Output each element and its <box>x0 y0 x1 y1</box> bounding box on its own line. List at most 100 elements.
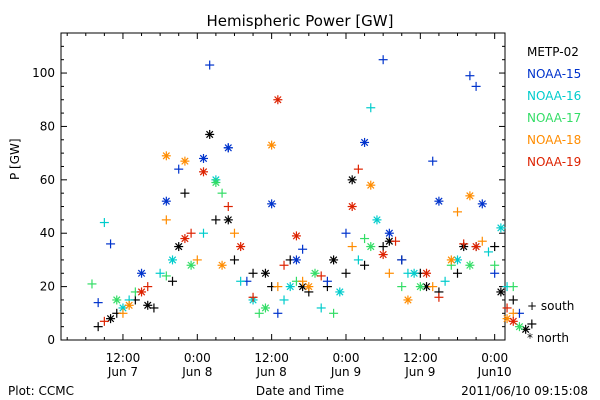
point-noaa-15-north <box>477 199 487 209</box>
point-noaa-15-north <box>360 137 370 147</box>
point-noaa-18-north <box>161 151 171 161</box>
point-noaa-19-north <box>291 231 301 241</box>
point-noaa-19-north <box>180 234 190 244</box>
point-noaa-18-north <box>124 300 134 310</box>
point-noaa-15-south <box>106 239 116 249</box>
point-noaa-18-north <box>366 180 376 190</box>
legend-entry-noaa-19: NOAA-19 <box>527 155 582 169</box>
point-noaa-18-south <box>477 236 487 246</box>
point-noaa-16-south <box>353 255 363 265</box>
point-noaa-19-north <box>273 95 283 105</box>
x-tick-label-time: 12:00 <box>106 351 141 365</box>
point-noaa-19-south <box>391 236 401 246</box>
point-metp-02-south <box>229 255 239 265</box>
point-noaa-18-north <box>465 191 475 201</box>
point-noaa-19-north <box>471 242 481 252</box>
point-metp-02-south <box>341 268 351 278</box>
point-metp-02-north <box>329 255 339 265</box>
point-noaa-16-south <box>236 276 246 286</box>
point-noaa-16-south <box>155 268 165 278</box>
y-tick-label: 80 <box>40 119 55 133</box>
point-noaa-18-north <box>180 156 190 166</box>
point-noaa-17-south <box>490 260 500 270</box>
point-noaa-18-south <box>347 242 357 252</box>
legend-entry-noaa-15: NOAA-15 <box>527 67 582 81</box>
x-tick-label-date: Jun 9 <box>404 365 435 379</box>
point-metp-02-south <box>360 260 370 270</box>
point-noaa-16-north <box>168 255 178 265</box>
point-metp-02-south <box>490 242 500 252</box>
x-axis-label: Date and Time <box>255 384 345 398</box>
point-noaa-15-north <box>434 196 444 206</box>
y-tick-label: 60 <box>40 173 55 187</box>
point-noaa-19-north <box>422 268 432 278</box>
x-tick-label-date: Jun 8 <box>256 365 287 379</box>
point-noaa-18-south <box>192 255 202 265</box>
point-noaa-18-north <box>267 140 277 150</box>
point-noaa-18-south <box>161 215 171 225</box>
point-noaa-15-south <box>341 228 351 238</box>
point-metp-02-north <box>223 215 233 225</box>
plot-frame <box>60 32 506 341</box>
point-noaa-15-south <box>428 156 438 166</box>
point-noaa-17-south <box>161 271 171 281</box>
point-noaa-16-north <box>372 215 382 225</box>
legend-entry-noaa-17: NOAA-17 <box>527 111 582 125</box>
x-tick-label-date: Jun10 <box>477 365 512 379</box>
point-metp-02-south <box>180 188 190 198</box>
south-marker-label: south <box>540 299 575 313</box>
point-noaa-15-south <box>273 308 283 318</box>
point-noaa-19-north <box>378 250 388 260</box>
point-metp-02-north <box>260 268 270 278</box>
point-noaa-16-south <box>366 103 376 113</box>
point-noaa-15-north <box>137 268 147 278</box>
point-noaa-18-south <box>229 228 239 238</box>
point-noaa-15-south <box>397 255 407 265</box>
x-tick-label-date: Jun 9 <box>330 365 361 379</box>
point-noaa-15-north <box>384 228 394 238</box>
point-noaa-16-south <box>316 303 326 313</box>
point-noaa-16-north <box>453 255 463 265</box>
point-metp-02-south <box>453 268 463 278</box>
point-noaa-19-north <box>137 287 147 297</box>
point-noaa-18-south <box>273 282 283 292</box>
point-noaa-18-south <box>453 207 463 217</box>
point-noaa-17-north <box>415 282 425 292</box>
point-metp-02-north <box>174 242 184 252</box>
point-noaa-16-south <box>279 295 289 305</box>
x-tick-label-date: Jun 7 <box>107 365 138 379</box>
point-metp-02-north <box>347 175 357 185</box>
point-metp-02-south <box>527 319 537 329</box>
point-noaa-17-north <box>211 177 221 187</box>
x-tick-label-time: 12:00 <box>403 351 438 365</box>
point-noaa-19-north <box>347 202 357 212</box>
point-noaa-19-south <box>248 292 258 302</box>
legend-entry-noaa-18: NOAA-18 <box>527 133 582 147</box>
point-noaa-18-north <box>304 282 314 292</box>
point-metp-02-south <box>508 295 518 305</box>
point-noaa-16-south <box>440 276 450 286</box>
point-noaa-15-south <box>205 60 215 70</box>
point-noaa-16-north <box>409 268 419 278</box>
point-noaa-17-north <box>112 295 122 305</box>
point-noaa-19-south <box>434 292 444 302</box>
point-metp-02-north <box>143 300 153 310</box>
x-tick-label-time: 12:00 <box>254 351 289 365</box>
point-noaa-19-south <box>99 316 109 326</box>
y-tick-label: 100 <box>32 66 55 80</box>
point-noaa-15-south <box>490 268 500 278</box>
footer-plot-credit: Plot: CCMC <box>8 384 74 398</box>
point-noaa-19-south <box>502 303 512 313</box>
point-noaa-18-south <box>384 268 394 278</box>
point-noaa-19-south <box>223 202 233 212</box>
point-metp-02-south <box>248 268 258 278</box>
point-noaa-18-south <box>508 308 518 318</box>
point-noaa-17-south <box>360 234 370 244</box>
point-noaa-15-north <box>161 196 171 206</box>
point-metp-02-north <box>496 287 506 297</box>
point-noaa-19-north <box>508 316 518 326</box>
point-metp-02-south <box>168 276 178 286</box>
point-noaa-18-north <box>217 260 227 270</box>
